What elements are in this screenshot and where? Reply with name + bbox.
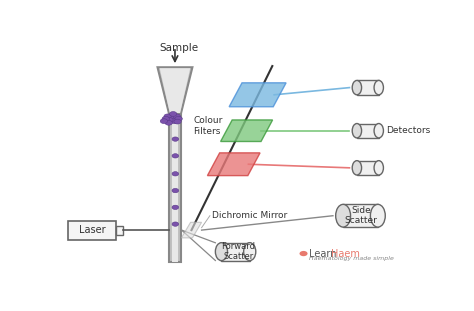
Circle shape — [165, 120, 173, 125]
FancyBboxPatch shape — [357, 123, 379, 138]
Circle shape — [174, 119, 181, 124]
Ellipse shape — [352, 161, 362, 175]
FancyBboxPatch shape — [221, 243, 250, 261]
Circle shape — [172, 188, 179, 193]
Circle shape — [172, 154, 179, 158]
Text: Side
Scatter: Side Scatter — [345, 206, 378, 225]
Circle shape — [173, 114, 181, 119]
Ellipse shape — [244, 243, 256, 261]
FancyBboxPatch shape — [169, 114, 181, 262]
Circle shape — [171, 119, 178, 123]
Text: Learn: Learn — [310, 248, 337, 258]
Ellipse shape — [374, 81, 383, 95]
Circle shape — [175, 116, 182, 121]
Circle shape — [162, 116, 169, 121]
Text: Laser: Laser — [79, 225, 106, 235]
FancyBboxPatch shape — [357, 161, 379, 175]
Circle shape — [166, 118, 173, 122]
Circle shape — [172, 172, 179, 176]
Polygon shape — [208, 153, 260, 176]
Circle shape — [172, 222, 179, 226]
Text: Haem: Haem — [331, 248, 360, 258]
FancyBboxPatch shape — [173, 115, 178, 262]
Circle shape — [172, 205, 179, 210]
Circle shape — [172, 137, 179, 141]
Circle shape — [160, 119, 168, 123]
Text: Colour
Filters: Colour Filters — [193, 116, 223, 136]
Polygon shape — [220, 120, 273, 142]
Ellipse shape — [352, 81, 362, 95]
Circle shape — [300, 251, 308, 256]
Ellipse shape — [336, 204, 351, 227]
FancyBboxPatch shape — [357, 81, 379, 95]
Polygon shape — [160, 68, 190, 113]
Ellipse shape — [374, 161, 383, 175]
Text: Haematology made simple: Haematology made simple — [310, 256, 394, 261]
Ellipse shape — [352, 123, 362, 138]
Ellipse shape — [374, 123, 383, 138]
Circle shape — [170, 112, 177, 116]
Text: Forward
Scatter: Forward Scatter — [221, 242, 255, 261]
Text: Detectors: Detectors — [386, 126, 430, 135]
FancyBboxPatch shape — [343, 204, 378, 227]
Text: Dichromic Mirror: Dichromic Mirror — [212, 211, 287, 220]
Polygon shape — [229, 83, 286, 107]
FancyBboxPatch shape — [116, 225, 123, 234]
Circle shape — [169, 115, 176, 120]
Text: Sample: Sample — [159, 43, 198, 53]
Ellipse shape — [370, 204, 385, 227]
Polygon shape — [157, 67, 192, 114]
Ellipse shape — [215, 243, 228, 261]
Circle shape — [164, 114, 171, 119]
Polygon shape — [182, 222, 201, 238]
FancyBboxPatch shape — [68, 220, 116, 240]
